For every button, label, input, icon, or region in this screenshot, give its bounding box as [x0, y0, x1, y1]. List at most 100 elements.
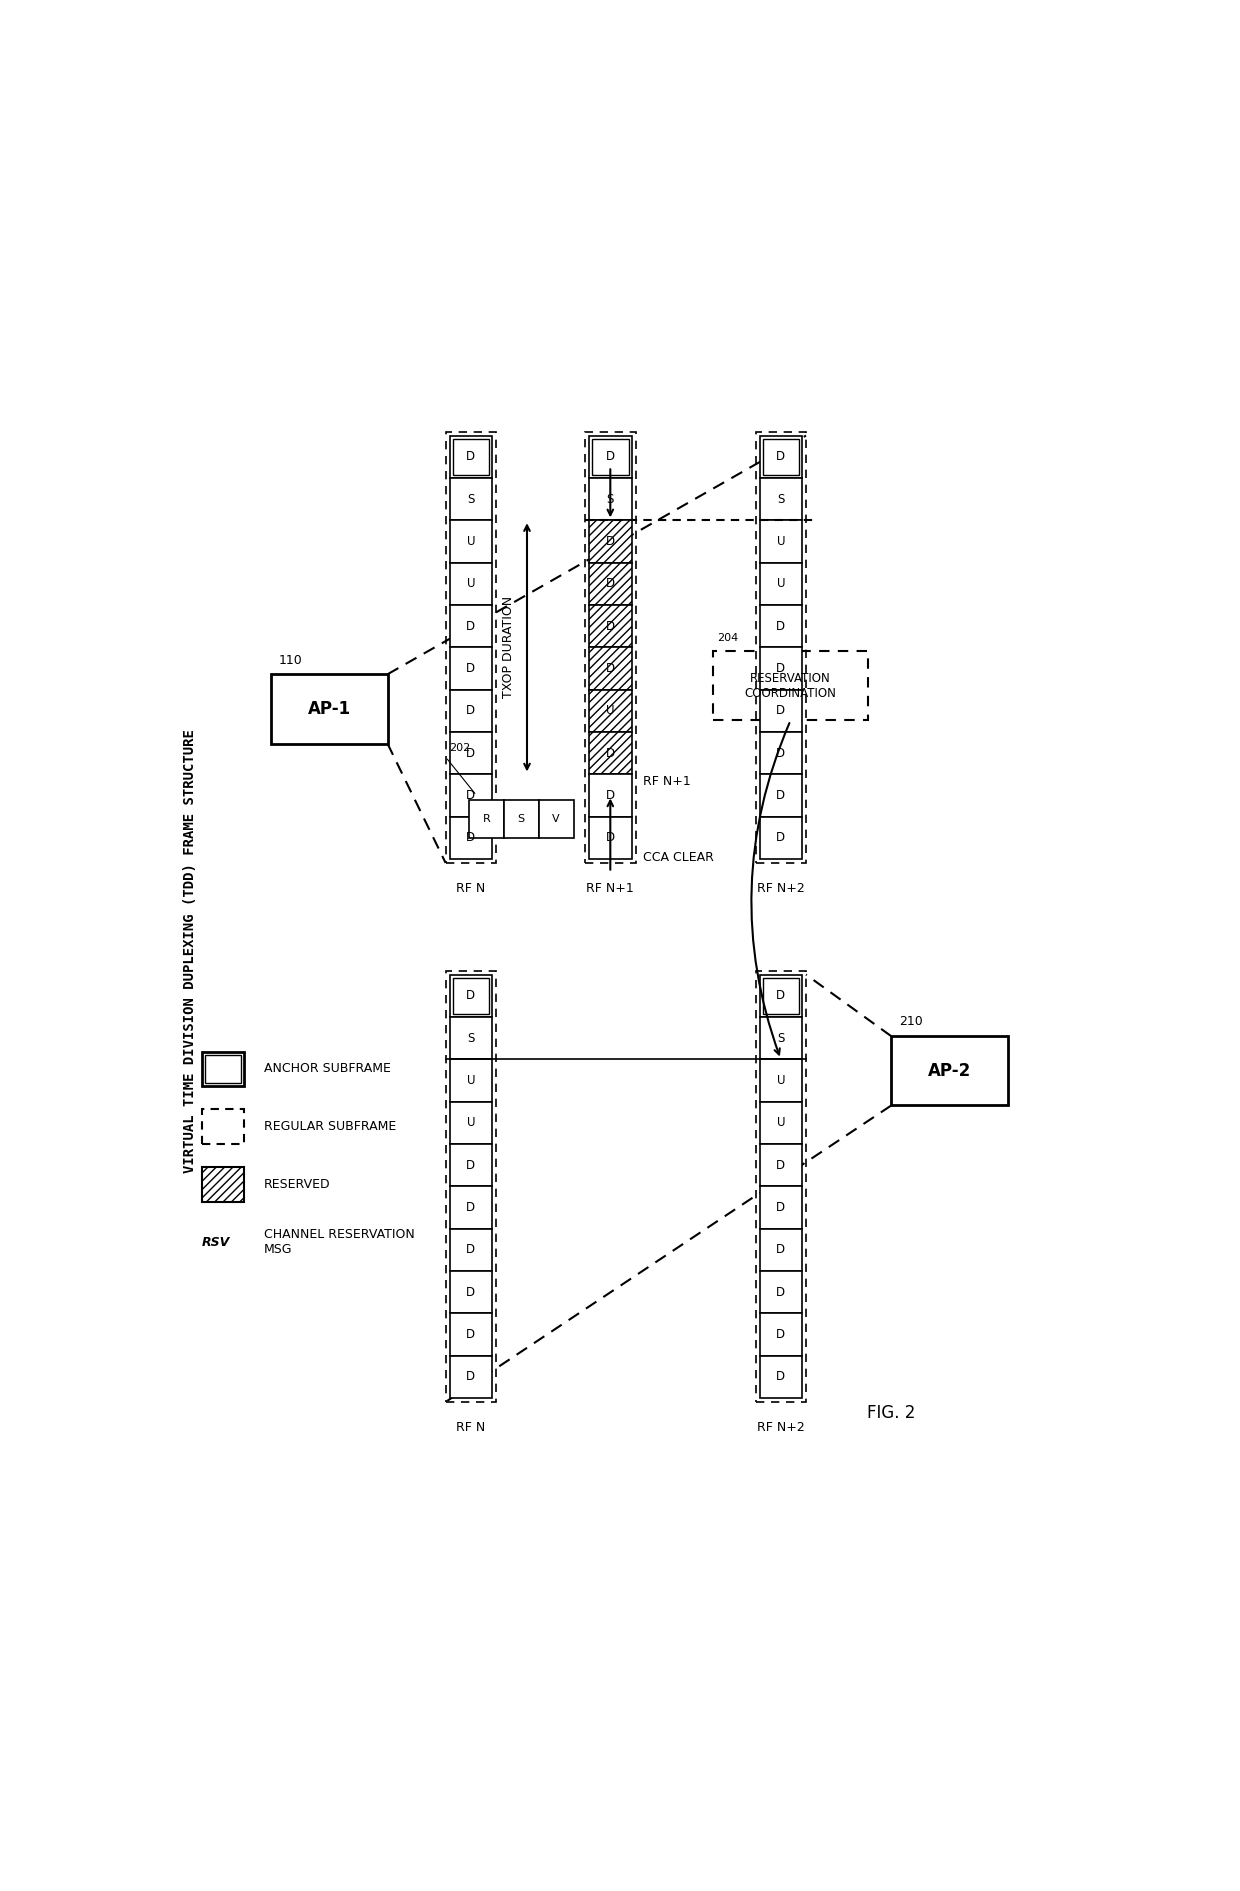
Bar [205, 1055, 241, 1084]
Text: D: D [466, 989, 475, 1002]
Bar [759, 1229, 802, 1271]
Text: D: D [606, 577, 615, 590]
Bar [449, 605, 492, 647]
Text: D: D [776, 1286, 785, 1299]
Text: S: S [467, 494, 475, 505]
Text: D: D [776, 1159, 785, 1172]
Bar [759, 478, 802, 520]
Text: D: D [776, 989, 785, 1002]
Bar [589, 435, 631, 478]
Bar [449, 1059, 492, 1102]
Bar [449, 1017, 492, 1059]
Bar [759, 435, 802, 478]
Text: FIG. 2: FIG. 2 [867, 1405, 915, 1422]
Bar [449, 817, 492, 859]
Bar [589, 564, 631, 605]
Text: D: D [606, 789, 615, 802]
Text: U: U [606, 703, 615, 717]
Bar [589, 520, 631, 564]
Text: U: U [776, 535, 785, 548]
Text: D: D [776, 1327, 785, 1341]
Text: U: U [466, 535, 475, 548]
Text: D: D [776, 662, 785, 675]
Bar [449, 690, 492, 732]
Bar [538, 800, 573, 838]
Bar [589, 605, 631, 647]
Bar [759, 520, 802, 564]
Text: D: D [776, 1201, 785, 1214]
Text: 202: 202 [449, 743, 471, 753]
Text: D: D [466, 620, 475, 633]
Text: D: D [466, 1201, 475, 1214]
Bar [585, 431, 635, 862]
Bar [755, 431, 806, 862]
Text: D: D [776, 789, 785, 802]
Text: S: S [777, 1032, 785, 1044]
Text: RF N+1: RF N+1 [644, 775, 691, 789]
Text: D: D [776, 1244, 785, 1256]
Text: D: D [776, 450, 785, 463]
Text: VIRTUAL TIME DIVISION DUPLEXING (TDD) FRAME STRUCTURE: VIRTUAL TIME DIVISION DUPLEXING (TDD) FR… [182, 730, 197, 1174]
Bar [713, 651, 868, 720]
Text: RESERVED: RESERVED [263, 1178, 330, 1191]
Bar [759, 690, 802, 732]
Bar [449, 775, 492, 817]
Text: D: D [466, 1371, 475, 1384]
Bar [591, 439, 629, 475]
Bar [449, 1314, 492, 1356]
Bar [589, 564, 631, 605]
Bar [589, 690, 631, 732]
Text: REGULAR SUBFRAME: REGULAR SUBFRAME [263, 1119, 396, 1133]
Text: RF N+2: RF N+2 [756, 883, 805, 894]
Text: D: D [606, 450, 615, 463]
Text: D: D [776, 703, 785, 717]
Text: CHANNEL RESERVATION
MSG: CHANNEL RESERVATION MSG [263, 1227, 414, 1256]
Bar [449, 564, 492, 605]
Text: RF N: RF N [456, 883, 485, 894]
Text: D: D [466, 1244, 475, 1256]
Text: D: D [606, 832, 615, 845]
Text: D: D [466, 789, 475, 802]
Bar [759, 732, 802, 775]
Bar [589, 647, 631, 690]
Text: 110: 110 [279, 654, 303, 668]
Bar [759, 564, 802, 605]
Text: D: D [466, 703, 475, 717]
Bar [759, 775, 802, 817]
Text: U: U [776, 1116, 785, 1129]
Bar [589, 520, 631, 564]
Text: D: D [606, 747, 615, 760]
Bar [589, 732, 631, 775]
Bar [759, 1102, 802, 1144]
Text: D: D [466, 1286, 475, 1299]
Text: D: D [776, 832, 785, 845]
Bar [445, 431, 496, 862]
Text: D: D [606, 662, 615, 675]
Bar [759, 1059, 802, 1102]
Bar [589, 732, 631, 775]
Bar [759, 1271, 802, 1314]
Text: CCA CLEAR: CCA CLEAR [644, 851, 714, 864]
Bar [449, 1102, 492, 1144]
Bar [449, 435, 492, 478]
Bar [589, 690, 631, 732]
Text: R: R [482, 813, 490, 824]
Text: S: S [467, 1032, 475, 1044]
Text: D: D [466, 662, 475, 675]
Text: 210: 210 [899, 1015, 923, 1029]
Bar [449, 974, 492, 1017]
Bar [589, 605, 631, 647]
Text: U: U [466, 1116, 475, 1129]
Text: RESERVATION
COORDINATION: RESERVATION COORDINATION [744, 671, 837, 700]
Bar [449, 478, 492, 520]
Bar [759, 1314, 802, 1356]
Bar [759, 1186, 802, 1229]
Text: U: U [776, 577, 785, 590]
Text: D: D [606, 535, 615, 548]
Bar [763, 978, 799, 1014]
Text: D: D [606, 620, 615, 633]
Bar [201, 1051, 244, 1085]
Bar [892, 1036, 1007, 1106]
Bar [449, 732, 492, 775]
Bar [449, 647, 492, 690]
